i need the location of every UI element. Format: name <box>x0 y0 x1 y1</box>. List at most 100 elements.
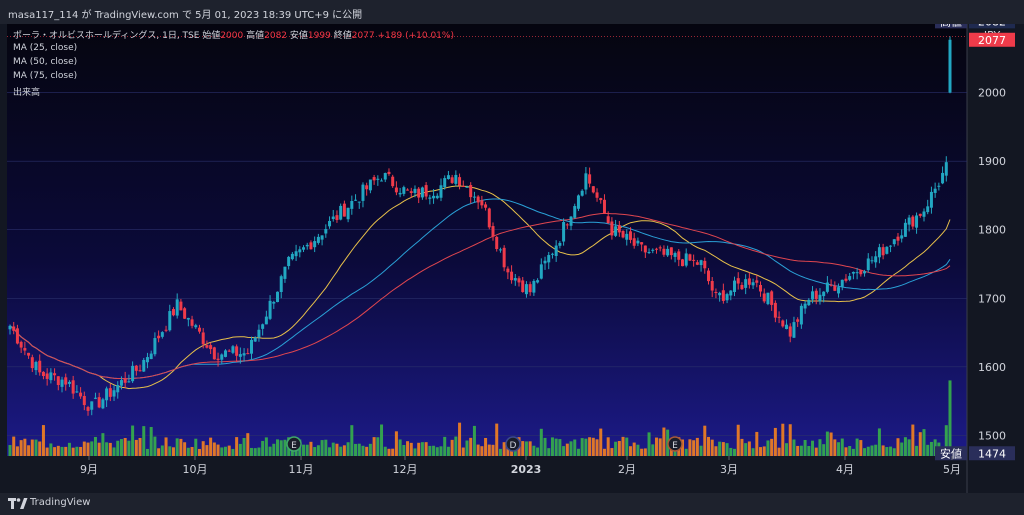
candle-body <box>261 324 265 329</box>
volume-bar <box>851 448 855 456</box>
volume-bar <box>56 445 60 456</box>
volume-bar <box>762 446 766 456</box>
volume-bar <box>153 436 157 456</box>
volume-bar <box>569 441 573 456</box>
volume-bar <box>12 436 16 456</box>
ma50-legend[interactable]: MA (50, close) <box>13 57 78 67</box>
volume-bar <box>60 446 64 456</box>
price-tick-label: 2000 <box>978 87 1006 100</box>
volume-bar <box>30 439 34 456</box>
volume-bar <box>528 441 532 456</box>
candle-body <box>487 208 491 228</box>
volume-bar <box>53 447 57 456</box>
candle-body <box>818 294 822 302</box>
candle-body <box>309 242 313 250</box>
volume-bar <box>803 440 807 456</box>
volume-bar <box>788 424 792 456</box>
candle-body <box>97 397 101 408</box>
volume-bar <box>469 437 473 456</box>
candle-body <box>432 195 436 199</box>
candle-body <box>398 192 402 195</box>
volume-bar <box>186 447 190 456</box>
candle-body <box>792 322 796 338</box>
candle-body <box>443 178 447 188</box>
candle-body <box>510 271 514 281</box>
volume-bar <box>305 444 309 456</box>
candle-body <box>409 191 413 194</box>
volume-bar <box>238 443 242 456</box>
candle-body <box>528 284 532 293</box>
volume-bar <box>699 445 703 456</box>
candle-body <box>64 377 68 385</box>
candle-body <box>636 240 640 244</box>
candle-body <box>242 353 246 356</box>
volume-bar <box>450 439 454 456</box>
volume-bar <box>394 431 398 456</box>
volume-bar <box>710 439 714 456</box>
volume-bar <box>391 448 395 456</box>
candle-body <box>56 376 60 385</box>
volume-bar <box>640 448 644 456</box>
volume-bar <box>881 445 885 456</box>
candle-body <box>933 188 937 193</box>
volume-bar <box>27 445 31 456</box>
candle-body <box>892 239 896 245</box>
volume-bar <box>316 445 320 456</box>
candle-body <box>108 388 112 397</box>
candle-body <box>777 316 781 318</box>
volume-bar <box>38 441 42 456</box>
volume-bar <box>844 447 848 456</box>
volume-bar <box>123 438 127 456</box>
volume-bar <box>324 439 328 456</box>
volume-bar <box>465 440 469 456</box>
candle-body <box>770 291 774 305</box>
volume-bar <box>142 426 146 456</box>
candle-body <box>41 371 45 377</box>
candle-body <box>264 316 268 325</box>
candle-body <box>617 225 621 233</box>
volume-bar <box>157 448 161 456</box>
candle-body <box>811 291 815 300</box>
volume-bar <box>454 436 458 456</box>
ma75-legend[interactable]: MA (75, close) <box>13 71 78 81</box>
candle-body <box>870 260 874 262</box>
candle-body <box>257 329 261 338</box>
volume-legend[interactable]: 出来高 <box>13 88 41 98</box>
volume-bar <box>90 441 94 456</box>
candle-body <box>15 328 19 344</box>
candle-body <box>368 179 372 191</box>
volume-bar <box>183 442 187 456</box>
candle-body <box>205 345 209 348</box>
price-chart[interactable]: 200019001800170016001500JPY高値20822077安値1… <box>7 24 1018 493</box>
volume-bar <box>565 443 569 456</box>
volume-bar <box>357 443 361 456</box>
candle-body <box>246 353 250 355</box>
event-marker <box>667 436 683 452</box>
candle-body <box>346 207 350 220</box>
volume-bar <box>863 448 867 456</box>
volume-bar <box>588 437 592 456</box>
volume-bar <box>105 442 109 456</box>
candle-body <box>595 192 599 198</box>
candle-body <box>640 242 644 245</box>
chart-area[interactable]: 200019001800170016001500JPY高値20822077安値1… <box>7 24 1018 493</box>
volume-bar <box>246 433 250 456</box>
time-label: 10月 <box>183 463 208 476</box>
volume-bar <box>86 442 90 456</box>
candle-body <box>725 294 729 301</box>
candle-body <box>223 350 227 357</box>
event-marker <box>505 436 521 452</box>
ma25-legend[interactable]: MA (25, close) <box>13 43 78 53</box>
candle-body <box>365 185 369 190</box>
volume-bar <box>636 444 640 456</box>
volume-bar <box>766 440 770 456</box>
candle-body <box>101 399 105 409</box>
time-label: 11月 <box>289 463 314 476</box>
candle-body <box>484 204 488 208</box>
candle-body <box>762 293 766 302</box>
volume-bar <box>658 438 662 456</box>
candle-body <box>803 303 807 309</box>
volume-bar <box>621 436 625 456</box>
candle-body <box>877 247 881 258</box>
volume-bar <box>8 445 12 456</box>
